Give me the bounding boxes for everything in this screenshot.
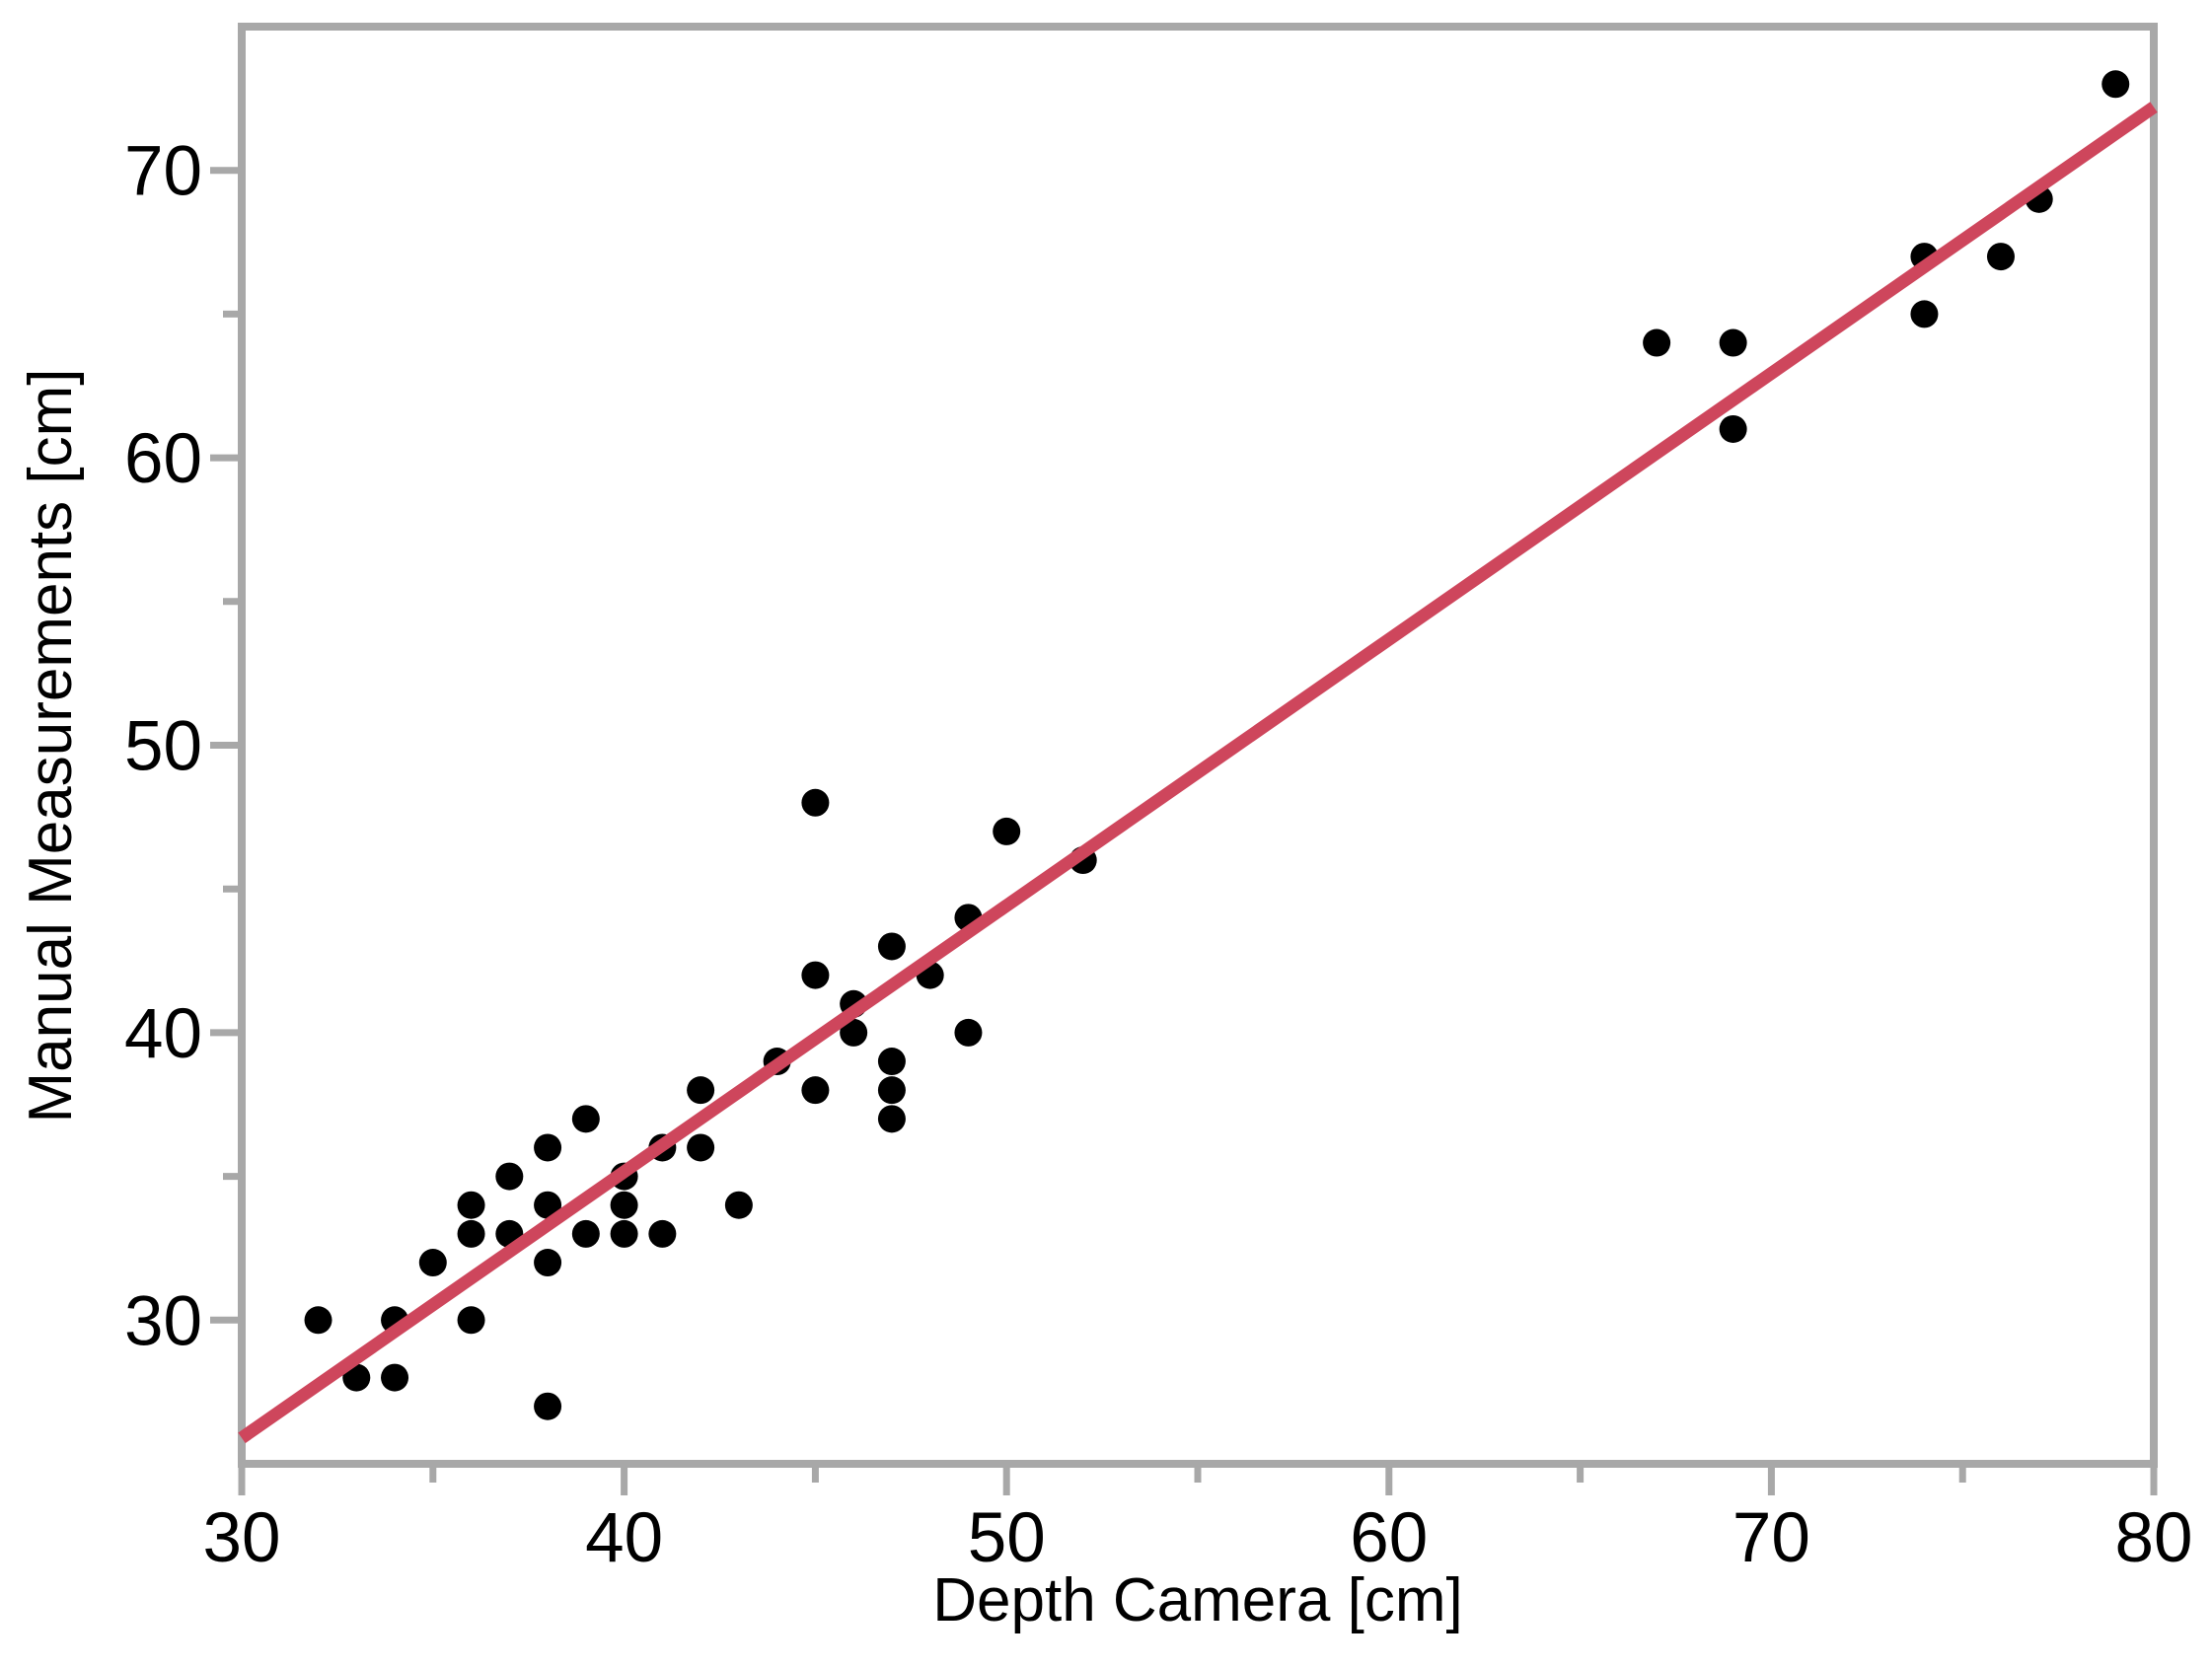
data-point: [724, 1191, 753, 1219]
data-point: [418, 1249, 447, 1277]
fit-line: [238, 102, 2158, 1444]
data-point: [954, 1018, 983, 1047]
y-tick-label: 50: [124, 708, 202, 786]
data-point: [877, 1105, 906, 1133]
data-point: [571, 1105, 600, 1133]
data-point: [457, 1219, 485, 1248]
data-point: [2101, 70, 2130, 99]
data-point: [801, 1076, 830, 1105]
x-tick-labels: 30 40 50 60 70 80: [203, 1499, 2193, 1577]
data-point: [1910, 300, 1939, 328]
data-point: [495, 1162, 524, 1191]
frame-border: [238, 23, 2158, 1468]
data-point: [801, 788, 830, 817]
data-point: [534, 1133, 562, 1162]
data-point: [534, 1191, 562, 1219]
data-point: [877, 932, 906, 961]
data-point: [801, 961, 830, 989]
plot-frame: [238, 23, 2158, 1468]
x-tick-label: 80: [2115, 1499, 2193, 1577]
data-point: [1643, 328, 1671, 357]
data-point: [1719, 414, 1747, 443]
x-tick-label: 40: [585, 1499, 663, 1577]
x-tick-label: 70: [1733, 1499, 1810, 1577]
x-axis-title: Depth Camera [cm]: [932, 1566, 1463, 1634]
data-point: [457, 1191, 485, 1219]
data-point: [687, 1133, 715, 1162]
data-point: [610, 1191, 638, 1219]
data-point: [687, 1076, 715, 1105]
y-tick-label: 40: [124, 995, 202, 1073]
data-point: [993, 817, 1021, 845]
data-points: [304, 70, 2130, 1420]
data-point: [840, 1018, 868, 1047]
y-tick-label: 30: [124, 1282, 202, 1360]
data-point: [877, 1048, 906, 1076]
regression-line: [238, 102, 2158, 1444]
y-tick-label: 70: [124, 133, 202, 211]
y-axis-ticks: [210, 167, 242, 1324]
x-tick-label: 50: [968, 1499, 1046, 1577]
x-tick-label: 60: [1350, 1499, 1428, 1577]
data-point: [534, 1392, 562, 1420]
data-point: [457, 1306, 485, 1335]
data-point: [571, 1219, 600, 1248]
x-tick-label: 30: [203, 1499, 281, 1577]
data-point: [1986, 243, 2015, 271]
data-point: [381, 1363, 409, 1392]
data-point: [877, 1076, 906, 1105]
y-tick-label: 60: [124, 420, 202, 498]
data-point: [304, 1306, 332, 1335]
y-tick-labels: 30 40 50 60 70: [124, 133, 202, 1361]
x-axis-ticks: [238, 1464, 2158, 1495]
y-axis-title: Manual Measurements [cm]: [17, 369, 85, 1124]
data-point: [1719, 328, 1747, 357]
data-point: [534, 1249, 562, 1277]
data-point: [648, 1219, 677, 1248]
data-point: [610, 1219, 638, 1248]
